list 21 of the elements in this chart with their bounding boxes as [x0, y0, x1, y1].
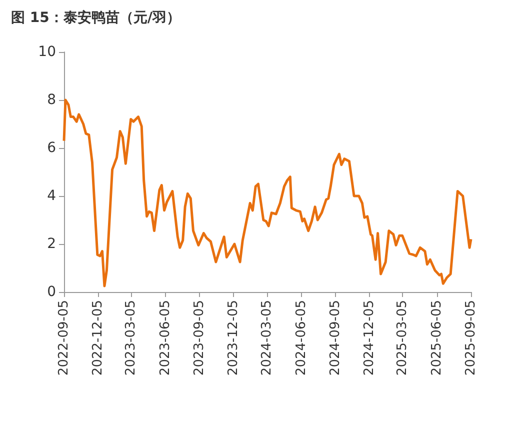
y-tick-label: 8 — [47, 92, 56, 108]
x-tick-label: 2025-09-05 — [464, 300, 478, 376]
x-tick-label: 2024-03-05 — [260, 300, 275, 376]
x-tick-label: 2024-09-05 — [328, 300, 343, 376]
y-tick-label: 10 — [38, 44, 56, 60]
x-tick-label: 2023-12-05 — [226, 300, 241, 376]
x-tick-label: 2024-06-05 — [294, 300, 309, 376]
y-tick-label: 4 — [47, 188, 56, 204]
line-series — [62, 98, 472, 288]
x-tick-label: 2023-06-05 — [158, 300, 173, 376]
chart-title: 图 15：泰安鸭苗（元/羽） — [11, 9, 180, 26]
x-tick-label: 2024-12-05 — [362, 300, 377, 376]
x-tick-label: 2022-09-05 — [56, 300, 72, 376]
y-tick-label: 0 — [47, 284, 56, 300]
x-tick-label: 2022-12-05 — [90, 300, 106, 376]
x-tick-label: 2023-09-05 — [192, 300, 208, 376]
x-tick-label: 2023-03-05 — [124, 300, 139, 376]
y-tick-label: 2 — [47, 236, 56, 252]
y-tick-label: 6 — [47, 140, 56, 156]
x-tick-label: 2025-06-05 — [429, 300, 444, 376]
x-tick-label: 2025-03-05 — [395, 300, 410, 376]
